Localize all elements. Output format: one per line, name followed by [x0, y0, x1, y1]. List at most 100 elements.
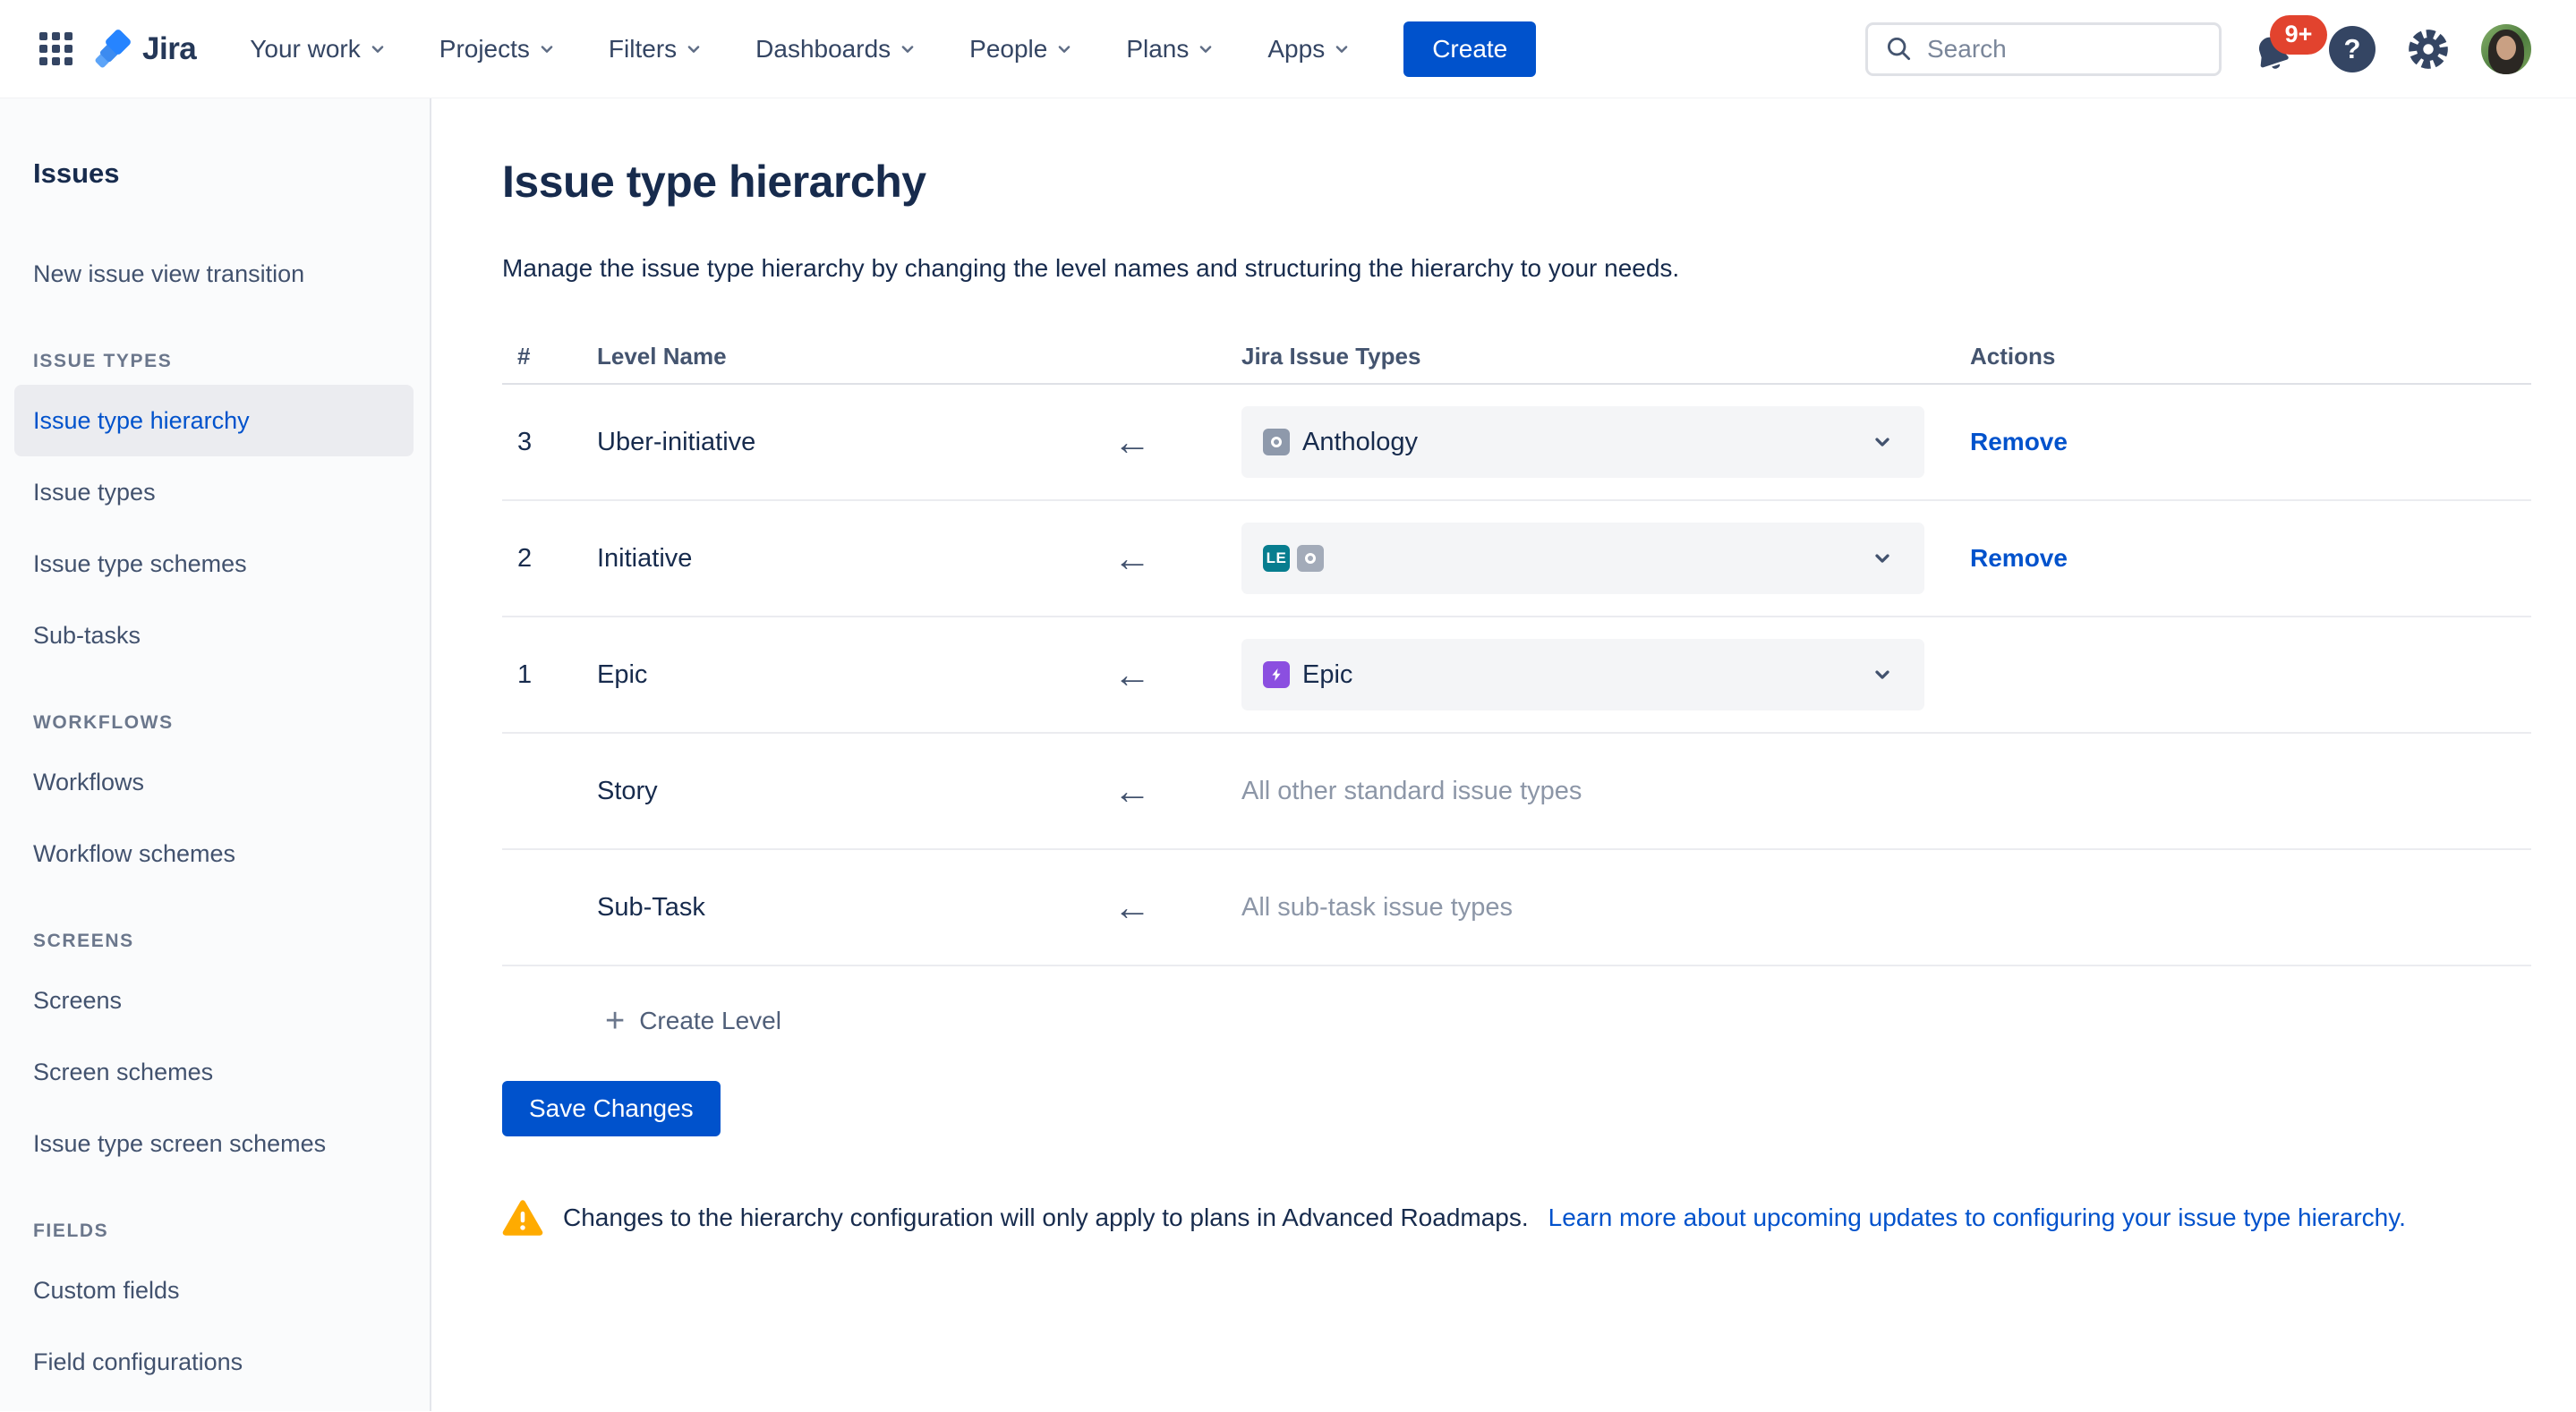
epic-icon: [1263, 661, 1290, 688]
warning-banner: Changes to the hierarchy configuration w…: [502, 1199, 2576, 1237]
hierarchy-row-epic: 1 Epic ← Epic: [502, 617, 2531, 734]
create-level-label: Create Level: [639, 1007, 781, 1034]
help-icon[interactable]: ?: [2329, 25, 2376, 72]
create-button[interactable]: Create: [1403, 21, 1537, 77]
sidebar-item-workflow-schemes[interactable]: Workflow schemes: [33, 839, 236, 867]
chevron-down-icon: [1332, 39, 1352, 59]
remove-link[interactable]: Remove: [1970, 428, 2068, 455]
dropdown-value: Epic: [1302, 659, 1353, 689]
notification-badge: 9+: [2270, 14, 2327, 55]
arrow-left-icon: ←: [1113, 653, 1151, 695]
nav-item-apps[interactable]: Apps: [1267, 35, 1352, 64]
app-switcher-icon[interactable]: [39, 32, 73, 65]
hierarchy-table: # Level Name Jira Issue Types Actions 3 …: [502, 329, 2531, 966]
sidebar-title: Issues: [33, 157, 120, 189]
sidebar-item-issue-types[interactable]: Issue types: [33, 478, 156, 506]
level-number: 2: [517, 543, 533, 573]
sidebar-item-issue-type-schemes[interactable]: Issue type schemes: [33, 549, 247, 577]
hierarchy-row-initiative: 2 Initiative ← LE Remove: [502, 501, 2531, 617]
nav-right-group: 9+ ?: [1865, 14, 2531, 76]
sidebar-section-screens: SCREENS: [33, 931, 134, 951]
issue-types-dropdown[interactable]: Epic: [1241, 639, 1924, 710]
nav-menu: Your work Projects Filters Dashboards Pe…: [250, 35, 1352, 64]
hierarchy-row-sub-task: Sub-Task ← All sub-task issue types: [502, 850, 2531, 966]
sidebar-item-issue-type-hierarchy[interactable]: Issue type hierarchy: [14, 385, 414, 456]
issue-type-circle-icon: [1297, 545, 1324, 572]
nav-item-dashboards[interactable]: Dashboards: [755, 35, 917, 64]
nav-item-label: Apps: [1267, 34, 1326, 63]
arrow-left-icon: ←: [1113, 770, 1151, 812]
sidebar-item-screens[interactable]: Screens: [33, 986, 123, 1014]
notifications-button[interactable]: 9+: [2250, 14, 2327, 76]
arrow-left-icon: ←: [1113, 421, 1151, 463]
dropdown-value: Anthology: [1302, 427, 1418, 456]
chevron-down-icon: [684, 39, 704, 59]
nav-item-filters[interactable]: Filters: [609, 35, 704, 64]
header-actions: Actions: [1970, 342, 2056, 370]
jira-logo-icon: [94, 28, 135, 71]
chevron-down-icon: [368, 39, 388, 59]
settings-gear-icon[interactable]: [2404, 25, 2452, 73]
create-level-button[interactable]: + Create Level: [605, 1004, 2576, 1038]
remove-link[interactable]: Remove: [1970, 544, 2068, 572]
jira-logo[interactable]: Jira: [94, 28, 197, 71]
sidebar-item-field-configurations[interactable]: Field configurations: [33, 1348, 243, 1375]
warning-learn-more-link[interactable]: Learn more about upcoming updates to con…: [1548, 1204, 2406, 1231]
hierarchy-row-story: Story ← All other standard issue types: [502, 734, 2531, 850]
header-jira-issue-types: Jira Issue Types: [1241, 342, 1421, 370]
issue-types-placeholder: All sub-task issue types: [1241, 892, 1514, 922]
arrow-left-icon: ←: [1113, 537, 1151, 579]
nav-item-plans[interactable]: Plans: [1126, 35, 1215, 64]
sidebar-section-issue-types: ISSUE TYPES: [33, 351, 173, 371]
table-header-row: # Level Name Jira Issue Types Actions: [502, 329, 2531, 385]
sidebar-section-workflows: WORKFLOWS: [33, 712, 174, 733]
top-navigation-bar: Jira Your work Projects Filters Dashboar…: [0, 0, 2576, 98]
sidebar-section-fields: FIELDS: [33, 1221, 109, 1241]
jira-logo-text: Jira: [142, 30, 197, 66]
level-name: Initiative: [597, 543, 693, 573]
nav-item-label: Dashboards: [755, 34, 891, 63]
chevron-down-icon: [898, 39, 917, 59]
search-input[interactable]: [1927, 34, 2196, 64]
level-name: Sub-Task: [597, 892, 705, 922]
sidebar-item-workflows[interactable]: Workflows: [33, 768, 145, 795]
nav-item-people[interactable]: People: [969, 35, 1074, 64]
search-icon: [1884, 34, 1915, 64]
chevron-down-icon: [1871, 547, 1894, 570]
sidebar-item-issue-type-screen-schemes[interactable]: Issue type screen schemes: [33, 1129, 327, 1157]
level-number: 1: [517, 659, 533, 689]
sidebar-item-new-issue-view-transition[interactable]: New issue view transition: [33, 259, 305, 287]
hierarchy-row-uber-initiative: 3 Uber-initiative ← Anthology Remove: [502, 385, 2531, 501]
level-name: Epic: [597, 659, 648, 689]
search-box[interactable]: [1865, 21, 2222, 76]
warning-triangle-icon: [502, 1199, 543, 1237]
header-level-name: Level Name: [597, 342, 727, 370]
arrow-left-icon: ←: [1113, 886, 1151, 928]
chevron-down-icon: [1196, 39, 1215, 59]
save-changes-button[interactable]: Save Changes: [502, 1081, 721, 1136]
settings-sidebar: Issues New issue view transition ISSUE TY…: [0, 98, 431, 1411]
user-avatar[interactable]: [2481, 23, 2531, 74]
issue-types-placeholder: All other standard issue types: [1241, 776, 1582, 805]
page-title: Issue type hierarchy: [502, 157, 926, 207]
chevron-down-icon: [1871, 663, 1894, 686]
issue-type-avatar-chip: LE: [1263, 545, 1290, 572]
level-name: Uber-initiative: [597, 427, 756, 456]
main-content: Issue type hierarchy Manage the issue ty…: [431, 98, 2576, 1411]
chevron-down-icon: [1054, 39, 1074, 59]
nav-item-your-work[interactable]: Your work: [250, 35, 387, 64]
sidebar-item-sub-tasks[interactable]: Sub-tasks: [33, 621, 141, 649]
sidebar-item-screen-schemes[interactable]: Screen schemes: [33, 1058, 214, 1085]
issue-types-dropdown[interactable]: LE: [1241, 523, 1924, 594]
nav-item-label: Plans: [1126, 34, 1190, 63]
nav-item-label: Filters: [608, 34, 678, 63]
nav-item-label: People: [969, 34, 1048, 63]
issue-types-dropdown[interactable]: Anthology: [1241, 406, 1924, 478]
nav-item-projects[interactable]: Projects: [439, 35, 557, 64]
sidebar-item-custom-fields[interactable]: Custom fields: [33, 1276, 180, 1304]
chevron-down-icon: [537, 39, 557, 59]
plus-icon: +: [605, 1002, 626, 1040]
chevron-down-icon: [1871, 430, 1894, 454]
warning-text: Changes to the hierarchy configuration w…: [563, 1204, 1529, 1231]
bell-icon: [2258, 37, 2289, 69]
